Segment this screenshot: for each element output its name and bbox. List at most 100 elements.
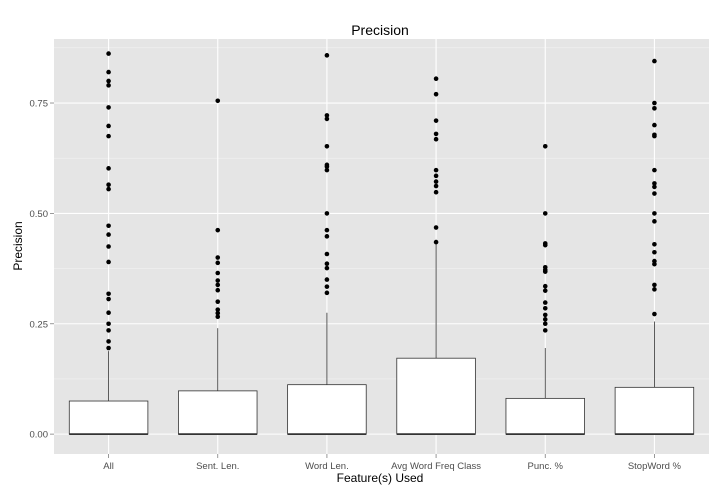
outlier-point <box>652 181 657 186</box>
outlier-point <box>215 310 221 316</box>
outlier-point <box>324 164 330 169</box>
outlier-point <box>542 317 548 322</box>
outlier-point <box>433 167 439 173</box>
y-tick-label: 0.00 <box>30 430 49 441</box>
outlier-point <box>106 321 111 327</box>
outlier-point <box>215 307 221 312</box>
x-tick-label: Punc. % <box>528 461 564 472</box>
boxplot-series <box>68 51 695 436</box>
box-body <box>396 357 476 435</box>
outlier-point <box>433 239 439 245</box>
outlier-point <box>106 69 111 75</box>
x-axis: All Sent. Len. Word Len. Avg Word Freq Clas… <box>103 454 682 472</box>
outlier-point <box>324 265 330 271</box>
outlier-point <box>324 227 330 233</box>
outlier-point <box>106 244 111 249</box>
outlier-point <box>433 189 439 195</box>
outlier-point <box>542 143 548 149</box>
x-tick-label: Avg Word Freq Class <box>391 461 481 472</box>
outlier-point <box>652 106 657 111</box>
outlier-point <box>542 211 548 216</box>
outlier-point <box>652 287 657 292</box>
x-tick-label: StopWord % <box>628 461 682 472</box>
outlier-point <box>433 118 439 123</box>
outlier-point <box>652 241 657 247</box>
y-axis-title: Precision <box>11 221 25 270</box>
x-tick-label: Word Len. <box>305 461 349 472</box>
outlier-point <box>324 143 330 149</box>
x-axis-title: Feature(s) Used <box>337 471 424 485</box>
outlier-point <box>215 287 221 293</box>
outlier-point <box>106 328 111 333</box>
x-tick-label: All <box>103 461 114 472</box>
box-body <box>287 384 367 435</box>
outlier-point <box>106 339 111 344</box>
outlier-point <box>652 211 657 216</box>
outlier-point <box>106 310 111 316</box>
outlier-point <box>215 314 221 319</box>
outlier-point <box>215 227 221 233</box>
y-tick-label: 0.75 <box>30 99 49 110</box>
outlier-point <box>433 225 439 230</box>
outlier-point <box>652 311 657 317</box>
box-punc- <box>505 143 585 436</box>
outlier-point <box>215 299 221 304</box>
outlier-point <box>542 312 548 318</box>
outlier-point <box>106 296 111 302</box>
outlier-point <box>542 242 548 248</box>
y-tick-label: 0.25 <box>30 319 49 330</box>
outlier-point <box>652 133 657 139</box>
outlier-point <box>106 133 111 139</box>
box-avg-word-freq-class <box>396 76 476 436</box>
outlier-point <box>652 219 657 224</box>
outlier-point <box>542 288 548 293</box>
box-body <box>68 400 149 435</box>
outlier-point <box>106 223 111 229</box>
outlier-point <box>652 100 657 106</box>
box-body <box>614 386 695 435</box>
outlier-point <box>106 78 111 84</box>
outlier-point <box>106 232 111 237</box>
box-word-len- <box>287 53 367 436</box>
outlier-point <box>652 58 657 64</box>
outlier-point <box>652 167 657 173</box>
box-stopword- <box>614 58 695 436</box>
box-body <box>505 397 585 435</box>
minor-gridlines <box>54 47 709 380</box>
outlier-point <box>106 291 111 297</box>
outlier-point <box>324 113 330 118</box>
outlier-point <box>433 131 439 137</box>
outlier-point <box>324 290 330 296</box>
outlier-point <box>433 76 439 82</box>
outlier-point <box>324 284 330 289</box>
outlier-point <box>542 300 548 305</box>
y-axis: 0.00 0.25 0.50 0.75 <box>30 99 54 441</box>
outlier-point <box>324 53 330 58</box>
plot-panel <box>54 39 709 454</box>
outlier-point <box>652 261 657 267</box>
outlier-point <box>652 282 657 288</box>
x-tick-label: Sent. Len. <box>196 461 239 472</box>
outlier-point <box>652 191 657 196</box>
outlier-point <box>215 270 221 276</box>
outlier-point <box>542 306 548 311</box>
outlier-point <box>215 282 221 288</box>
outlier-point <box>433 173 439 179</box>
outlier-point <box>324 261 330 267</box>
outlier-point <box>106 345 111 351</box>
box-all <box>68 51 149 436</box>
outlier-point <box>106 182 111 187</box>
y-tick-label: 0.50 <box>30 209 49 220</box>
outlier-point <box>106 166 111 171</box>
outlier-point <box>215 255 221 260</box>
outlier-point <box>324 116 330 122</box>
outlier-point <box>215 260 221 266</box>
outlier-point <box>652 184 657 190</box>
outlier-point <box>324 167 330 173</box>
outlier-point <box>652 249 657 255</box>
outlier-point <box>542 269 548 274</box>
outlier-point <box>433 91 439 97</box>
outlier-point <box>542 321 548 327</box>
chart-title: Precision <box>351 22 409 38</box>
